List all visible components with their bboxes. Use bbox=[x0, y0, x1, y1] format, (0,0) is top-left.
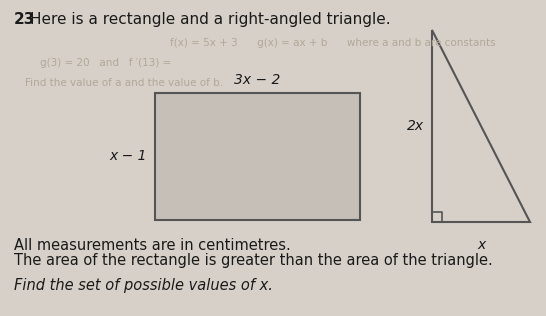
Text: g(3) = 20   and   f ′(13) =: g(3) = 20 and f ′(13) = bbox=[40, 58, 171, 68]
Text: Find the set of possible values of x.: Find the set of possible values of x. bbox=[14, 278, 273, 293]
Text: f(x) = 5x + 3      g(x) = ax + b      where a and b are constants: f(x) = 5x + 3 g(x) = ax + b where a and … bbox=[170, 38, 496, 48]
Text: All measurements are in centimetres.: All measurements are in centimetres. bbox=[14, 238, 291, 253]
Text: Find the value of a and the value of b.: Find the value of a and the value of b. bbox=[25, 78, 223, 88]
Text: 3x − 2: 3x − 2 bbox=[234, 73, 281, 87]
Text: x − 1: x − 1 bbox=[110, 149, 147, 163]
Text: 23: 23 bbox=[14, 12, 35, 27]
Bar bbox=[155, 93, 360, 220]
Polygon shape bbox=[432, 30, 530, 222]
Text: The area of the rectangle is greater than the area of the triangle.: The area of the rectangle is greater tha… bbox=[14, 253, 492, 268]
Text: 2x: 2x bbox=[407, 119, 424, 133]
Text: x: x bbox=[477, 238, 485, 252]
Text: Here is a rectangle and a right-angled triangle.: Here is a rectangle and a right-angled t… bbox=[30, 12, 390, 27]
